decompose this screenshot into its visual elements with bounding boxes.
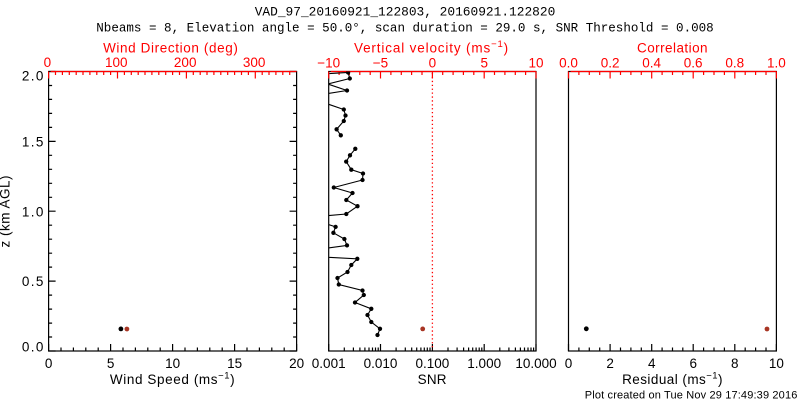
svg-text:SNR: SNR	[418, 372, 447, 387]
svg-text:0.001: 0.001	[312, 356, 346, 371]
svg-text:−10: −10	[317, 55, 340, 70]
svg-text:Nbeams = 8, Elevation angle =: Nbeams = 8, Elevation angle = 50.0°, sca…	[96, 21, 713, 35]
svg-text:0.5: 0.5	[22, 274, 45, 289]
svg-text:4: 4	[648, 356, 656, 371]
svg-text:0.100: 0.100	[416, 356, 450, 371]
svg-text:0: 0	[45, 356, 53, 371]
svg-text:1.5: 1.5	[22, 135, 45, 150]
svg-text:Residual (ms−1): Residual (ms−1)	[622, 371, 723, 388]
svg-text:10: 10	[769, 356, 784, 371]
svg-text:1.000: 1.000	[467, 356, 501, 371]
svg-text:z (km AGL): z (km AGL)	[0, 175, 13, 248]
svg-text:0: 0	[565, 356, 573, 371]
svg-text:2.0: 2.0	[22, 68, 45, 83]
svg-text:0.010: 0.010	[364, 356, 398, 371]
svg-text:6: 6	[689, 356, 697, 371]
svg-text:1.0: 1.0	[767, 55, 786, 70]
svg-text:Plot created on Tue Nov 29 17:: Plot created on Tue Nov 29 17:49:39 2016	[585, 390, 798, 400]
svg-text:300: 300	[243, 55, 266, 70]
svg-text:1.0: 1.0	[22, 205, 45, 220]
svg-text:5: 5	[480, 55, 488, 70]
svg-text:0.2: 0.2	[601, 55, 620, 70]
svg-text:Vertical velocity (ms−1): Vertical velocity (ms−1)	[354, 39, 509, 56]
svg-text:10: 10	[165, 356, 180, 371]
svg-text:0.0: 0.0	[22, 340, 45, 355]
svg-text:0.4: 0.4	[642, 55, 661, 70]
svg-text:10: 10	[528, 55, 543, 70]
svg-text:0: 0	[44, 55, 52, 70]
svg-text:0.8: 0.8	[725, 55, 744, 70]
svg-text:8: 8	[731, 356, 739, 371]
svg-text:100: 100	[105, 55, 128, 70]
svg-text:200: 200	[174, 55, 197, 70]
svg-text:0.0: 0.0	[559, 55, 578, 70]
svg-text:20: 20	[289, 356, 304, 371]
svg-text:Wind Direction (deg): Wind Direction (deg)	[103, 40, 238, 55]
svg-text:−5: −5	[373, 55, 388, 70]
svg-text:0: 0	[429, 55, 437, 70]
svg-text:0.6: 0.6	[684, 55, 703, 70]
svg-text:10.000: 10.000	[515, 356, 556, 371]
svg-text:Wind Speed (ms−1): Wind Speed (ms−1)	[110, 371, 235, 388]
svg-text:15: 15	[227, 356, 242, 371]
svg-text:VAD_97_20160921_122803, 201609: VAD_97_20160921_122803, 20160921.122820	[255, 5, 556, 20]
svg-text:Correlation: Correlation	[637, 40, 708, 55]
svg-text:2: 2	[606, 356, 614, 371]
svg-text:5: 5	[107, 356, 115, 371]
